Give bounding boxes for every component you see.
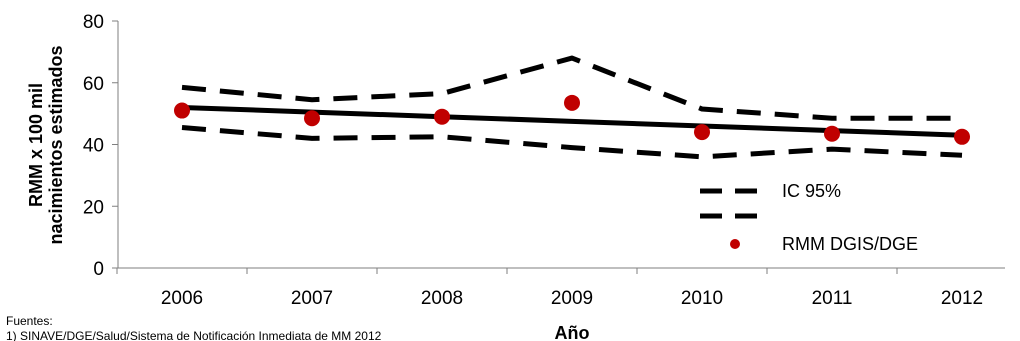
legend-label-rmm: RMM DGIS/DGE <box>782 234 918 254</box>
y-tick-label: 60 <box>83 74 104 95</box>
x-axis-title: Año <box>555 323 590 341</box>
x-tick-label: 2010 <box>681 288 723 309</box>
y-tick-label: 40 <box>83 136 104 157</box>
x-tick-label: 2012 <box>941 288 983 309</box>
y-tick-label: 20 <box>83 197 104 218</box>
x-tick-label: 2009 <box>551 288 593 309</box>
ci-lower-line <box>181 125 963 160</box>
legend: IC 95% RMM DGIS/DGE <box>700 181 918 254</box>
x-axis: 2006 2007 2008 2009 2010 2011 2012 <box>116 267 1005 309</box>
y-tick-label: 0 <box>93 259 104 280</box>
sources-heading: Fuentes: <box>6 314 53 328</box>
y-axis-title-line-2: nacimientos estimados <box>46 45 66 244</box>
data-markers <box>174 94 970 145</box>
y-axis-title: RMM x 100 mil nacimientos estimados <box>26 45 66 244</box>
x-tick-label: 2007 <box>291 288 333 309</box>
rmm-data-point <box>434 108 450 125</box>
legend-swatch-rmm <box>730 239 740 249</box>
legend-label-ic: IC 95% <box>782 181 841 201</box>
rmm-data-point <box>824 125 840 142</box>
rmm-data-point <box>304 110 320 127</box>
rmm-data-point <box>954 128 970 145</box>
y-tick-label: 80 <box>83 12 104 33</box>
trend-line <box>181 104 963 138</box>
y-axis: 0 20 40 60 80 <box>83 12 119 280</box>
rmm-data-point <box>174 102 190 119</box>
rmm-data-point <box>564 94 580 111</box>
ci-upper-line <box>181 55 962 121</box>
sources-line-1: 1) SINAVE/DGE/Salud/Sistema de Notificac… <box>6 329 382 341</box>
y-axis-title-line-1: RMM x 100 mil <box>26 83 46 207</box>
x-tick-label: 2006 <box>161 288 203 309</box>
rmm-data-point <box>694 124 710 141</box>
x-tick-label: 2011 <box>812 288 853 309</box>
x-tick-label: 2008 <box>421 288 463 309</box>
